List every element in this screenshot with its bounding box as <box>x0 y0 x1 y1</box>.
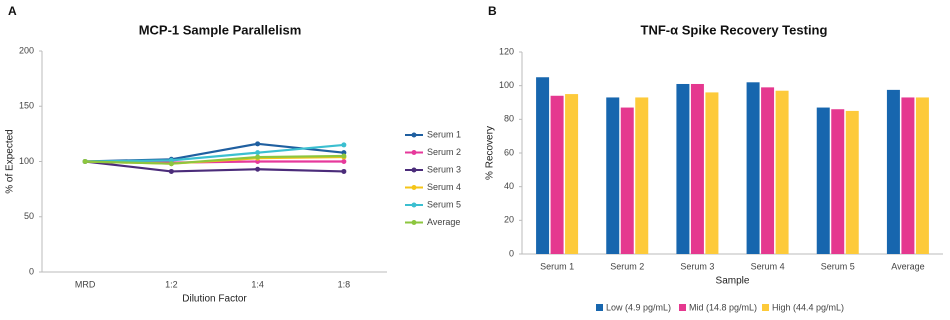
legend-label: Serum 3 <box>427 164 461 174</box>
bar <box>635 97 649 254</box>
bar <box>690 83 704 254</box>
legend-marker <box>411 132 417 138</box>
bar <box>901 97 915 254</box>
x-tick-label: Serum 2 <box>610 261 644 271</box>
point <box>255 141 261 147</box>
x-tick-label: Average <box>891 261 924 271</box>
bar <box>536 77 550 254</box>
legend-label: Low (4.9 pg/mL) <box>606 302 671 312</box>
legend-marker <box>411 185 417 190</box>
bar <box>606 97 620 254</box>
x-tick-label: Serum 1 <box>540 261 574 271</box>
x-tick-label: 1:2 <box>165 279 178 289</box>
y-tick-label: 120 <box>499 46 514 56</box>
bar <box>915 97 929 254</box>
point <box>168 161 174 167</box>
y-tick-label: 150 <box>19 101 34 111</box>
y-axis-label: % of Expected <box>5 129 16 193</box>
x-tick-label: Serum 3 <box>680 261 714 271</box>
x-tick-label: 1:8 <box>338 279 351 289</box>
legend-label: Serum 2 <box>427 147 461 157</box>
legend-swatch <box>679 304 686 311</box>
y-tick-label: 0 <box>29 266 34 276</box>
point <box>341 168 347 174</box>
point <box>255 166 261 172</box>
legend-label: Serum 1 <box>427 129 461 139</box>
legend-label: Serum 4 <box>427 182 461 192</box>
chart-title: MCP-1 Sample Parallelism <box>139 22 302 37</box>
bar <box>676 83 690 254</box>
series-line <box>85 142 344 163</box>
x-tick-label: MRD <box>75 279 96 289</box>
bar <box>886 89 900 254</box>
bar <box>831 109 845 254</box>
x-axis-label: Sample <box>716 276 750 287</box>
bar <box>565 94 579 254</box>
x-tick-label: Serum 4 <box>751 261 785 271</box>
point <box>341 142 347 148</box>
legend-swatch <box>762 304 769 311</box>
point <box>255 154 261 160</box>
legend-swatch <box>596 304 603 311</box>
legend-marker <box>411 167 417 173</box>
x-axis-label: Dilution Factor <box>182 294 247 305</box>
bar <box>550 95 564 255</box>
legend-marker <box>411 202 417 208</box>
point <box>341 153 347 159</box>
legend-marker <box>411 150 417 155</box>
panel-label: B <box>488 4 497 18</box>
legend-label: Average <box>427 217 460 227</box>
y-axis-label: % Recovery <box>485 126 496 180</box>
x-tick-label: Serum 5 <box>821 261 855 271</box>
y-tick-label: 100 <box>499 80 514 90</box>
y-tick-label: 100 <box>19 156 34 166</box>
bar <box>816 107 830 254</box>
point <box>341 159 347 164</box>
x-tick-label: 1:4 <box>251 279 264 289</box>
point <box>255 150 261 156</box>
bar <box>746 82 760 254</box>
panel-label: A <box>8 4 17 18</box>
legend-label: Serum 5 <box>427 199 461 209</box>
y-tick-label: 50 <box>24 211 34 221</box>
y-tick-label: 60 <box>504 147 514 157</box>
point <box>168 168 174 174</box>
y-tick-label: 80 <box>504 114 514 124</box>
legend-marker <box>411 220 417 225</box>
point <box>82 159 88 164</box>
y-tick-label: 40 <box>504 181 514 191</box>
y-tick-label: 20 <box>504 215 514 225</box>
y-tick-label: 200 <box>19 45 34 55</box>
bar <box>705 92 719 255</box>
chart-title: TNF-α Spike Recovery Testing <box>641 22 828 37</box>
legend-label: High (44.4 pg/mL) <box>772 302 844 312</box>
y-tick-label: 0 <box>509 248 514 258</box>
series-line <box>85 154 344 165</box>
legend-label: Mid (14.8 pg/mL) <box>689 302 757 312</box>
bar <box>845 110 859 255</box>
bar <box>775 90 789 254</box>
series-line <box>85 143 344 163</box>
bar <box>761 87 775 254</box>
series-line <box>84 160 344 173</box>
bar <box>620 107 634 254</box>
